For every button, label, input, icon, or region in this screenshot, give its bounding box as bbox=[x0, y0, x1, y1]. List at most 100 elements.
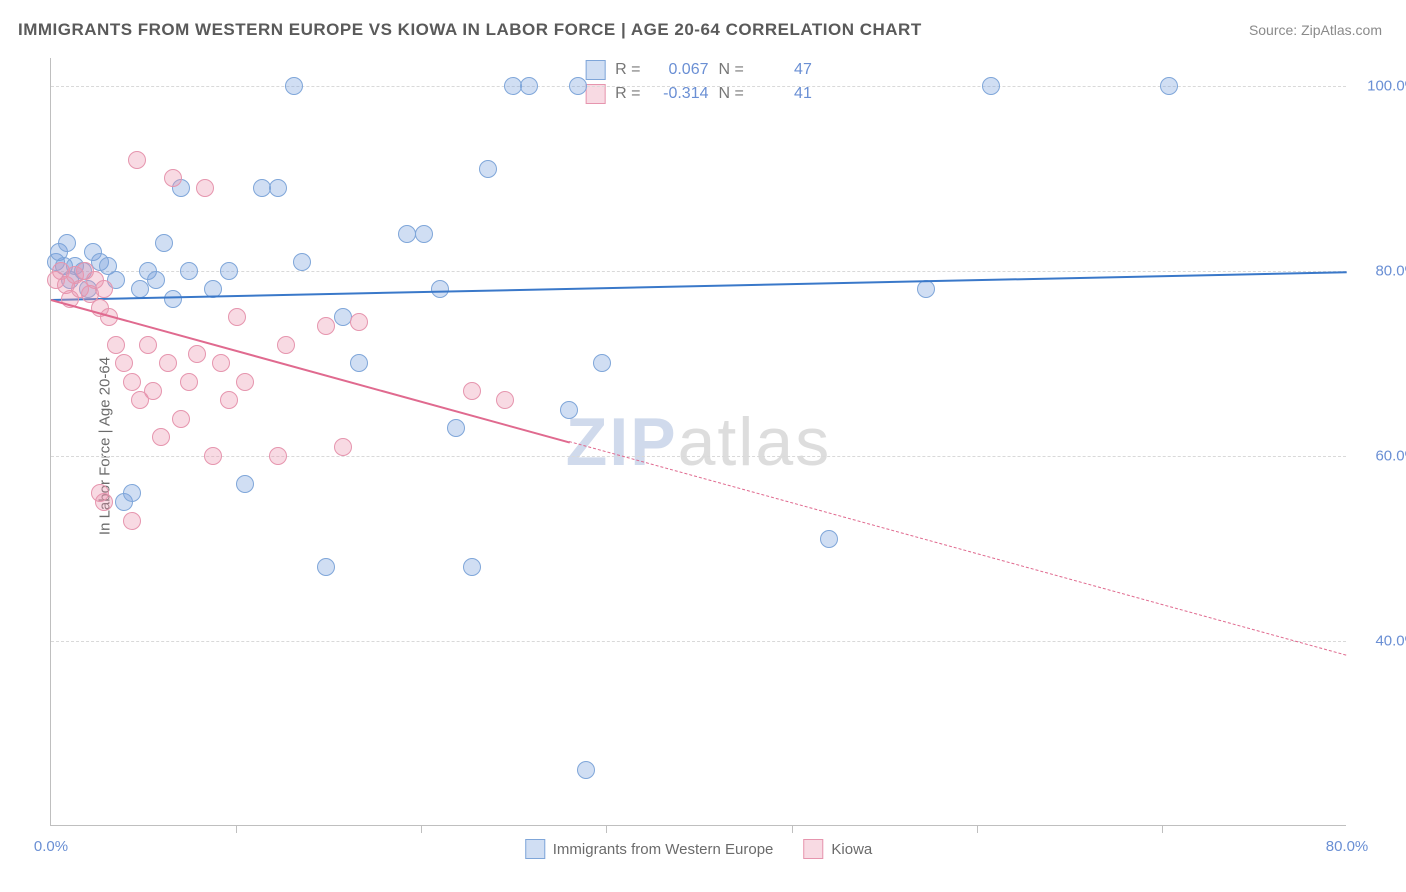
data-point bbox=[236, 373, 254, 391]
watermark-part2: atlas bbox=[678, 404, 832, 480]
data-point bbox=[463, 558, 481, 576]
data-point bbox=[277, 336, 295, 354]
n-value-0: 47 bbox=[754, 61, 812, 79]
data-point bbox=[123, 373, 141, 391]
data-point bbox=[415, 225, 433, 243]
y-tick-label: 60.0% bbox=[1375, 447, 1406, 464]
data-point bbox=[115, 354, 133, 372]
correlation-legend: R = 0.067 N = 47 R = -0.314 N = 41 bbox=[585, 60, 812, 104]
data-point bbox=[463, 382, 481, 400]
r-value-0: 0.067 bbox=[651, 61, 709, 79]
gridline-h bbox=[51, 641, 1346, 642]
gridline-h bbox=[51, 456, 1346, 457]
data-point bbox=[350, 354, 368, 372]
trend-line bbox=[51, 271, 1347, 301]
data-point bbox=[152, 428, 170, 446]
x-tick bbox=[606, 825, 607, 833]
data-point bbox=[236, 475, 254, 493]
x-tick bbox=[421, 825, 422, 833]
data-point bbox=[982, 77, 1000, 95]
n-label: N = bbox=[719, 85, 744, 103]
source-attribution: Source: ZipAtlas.com bbox=[1249, 22, 1382, 38]
r-label: R = bbox=[615, 61, 640, 79]
gridline-h bbox=[51, 271, 1346, 272]
data-point bbox=[180, 373, 198, 391]
data-point bbox=[172, 410, 190, 428]
series-legend: Immigrants from Western Europe Kiowa bbox=[525, 839, 873, 859]
y-tick-label: 40.0% bbox=[1375, 632, 1406, 649]
data-point bbox=[334, 308, 352, 326]
legend-row-series-0: R = 0.067 N = 47 bbox=[585, 60, 812, 80]
x-tick bbox=[236, 825, 237, 833]
x-tick bbox=[977, 825, 978, 833]
legend-swatch-0 bbox=[525, 839, 545, 859]
data-point bbox=[147, 271, 165, 289]
data-point bbox=[569, 77, 587, 95]
data-point bbox=[317, 317, 335, 335]
data-point bbox=[350, 313, 368, 331]
legend-item-1: Kiowa bbox=[803, 839, 872, 859]
data-point bbox=[180, 262, 198, 280]
legend-row-series-1: R = -0.314 N = 41 bbox=[585, 84, 812, 104]
data-point bbox=[95, 493, 113, 511]
data-point bbox=[58, 234, 76, 252]
data-point bbox=[228, 308, 246, 326]
data-point bbox=[577, 761, 595, 779]
data-point bbox=[560, 401, 578, 419]
data-point bbox=[496, 391, 514, 409]
data-point bbox=[1160, 77, 1178, 95]
data-point bbox=[220, 391, 238, 409]
data-point bbox=[212, 354, 230, 372]
x-tick bbox=[1162, 825, 1163, 833]
data-point bbox=[593, 354, 611, 372]
x-tick-label: 80.0% bbox=[1326, 838, 1369, 855]
data-point bbox=[447, 419, 465, 437]
data-point bbox=[139, 336, 157, 354]
trend-line bbox=[569, 441, 1347, 656]
gridline-h bbox=[51, 86, 1346, 87]
legend-label-0: Immigrants from Western Europe bbox=[553, 841, 774, 858]
data-point bbox=[131, 280, 149, 298]
data-point bbox=[479, 160, 497, 178]
data-point bbox=[159, 354, 177, 372]
data-point bbox=[917, 280, 935, 298]
legend-swatch-1 bbox=[803, 839, 823, 859]
legend-swatch-1 bbox=[585, 84, 605, 104]
y-tick-label: 80.0% bbox=[1375, 262, 1406, 279]
data-point bbox=[107, 336, 125, 354]
n-label: N = bbox=[719, 61, 744, 79]
data-point bbox=[520, 77, 538, 95]
data-point bbox=[220, 262, 238, 280]
data-point bbox=[144, 382, 162, 400]
data-point bbox=[285, 77, 303, 95]
data-point bbox=[204, 447, 222, 465]
data-point bbox=[188, 345, 206, 363]
legend-label-1: Kiowa bbox=[831, 841, 872, 858]
watermark-part1: ZIP bbox=[566, 404, 678, 480]
legend-swatch-0 bbox=[585, 60, 605, 80]
data-point bbox=[164, 290, 182, 308]
data-point bbox=[269, 179, 287, 197]
data-point bbox=[334, 438, 352, 456]
data-point bbox=[431, 280, 449, 298]
n-value-1: 41 bbox=[754, 85, 812, 103]
data-point bbox=[123, 512, 141, 530]
data-point bbox=[128, 151, 146, 169]
legend-item-0: Immigrants from Western Europe bbox=[525, 839, 774, 859]
data-point bbox=[820, 530, 838, 548]
chart-container: IMMIGRANTS FROM WESTERN EUROPE VS KIOWA … bbox=[0, 0, 1406, 892]
plot-area: ZIPatlas R = 0.067 N = 47 R = -0.314 N =… bbox=[50, 58, 1346, 826]
y-tick-label: 100.0% bbox=[1367, 77, 1406, 94]
x-tick-label: 0.0% bbox=[34, 838, 68, 855]
data-point bbox=[123, 484, 141, 502]
data-point bbox=[155, 234, 173, 252]
data-point bbox=[317, 558, 335, 576]
data-point bbox=[293, 253, 311, 271]
chart-title: IMMIGRANTS FROM WESTERN EUROPE VS KIOWA … bbox=[18, 20, 922, 40]
r-value-1: -0.314 bbox=[651, 85, 709, 103]
data-point bbox=[164, 169, 182, 187]
watermark: ZIPatlas bbox=[566, 403, 831, 481]
r-label: R = bbox=[615, 85, 640, 103]
data-point bbox=[95, 280, 113, 298]
x-tick bbox=[792, 825, 793, 833]
